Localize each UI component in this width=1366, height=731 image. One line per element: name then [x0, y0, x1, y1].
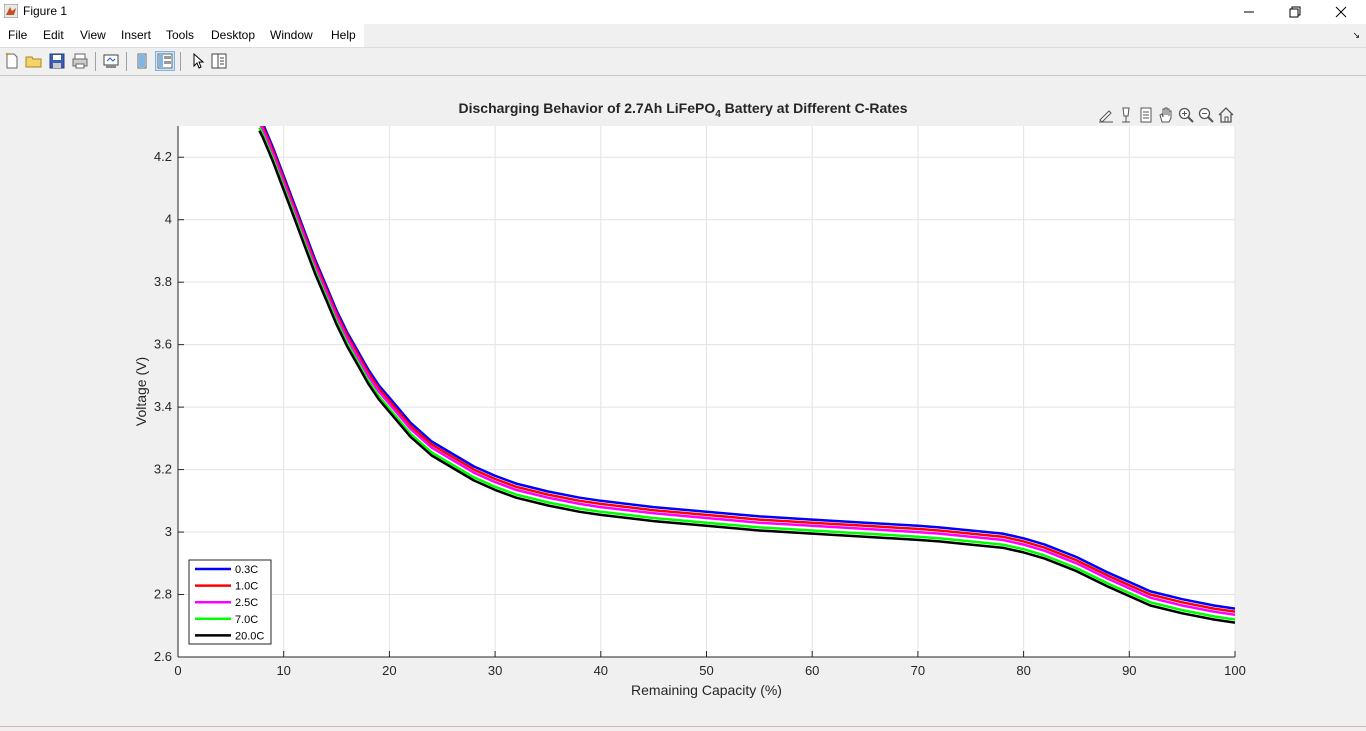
legend[interactable]: 0.3C 1.0C 2.5C 7.0C 20.0C	[188, 559, 272, 645]
menu-desktop[interactable]: Desktop	[211, 28, 256, 42]
window-title: Figure 1	[23, 4, 68, 18]
close-icon	[1335, 6, 1347, 18]
data-tips-icon[interactable]	[1117, 106, 1135, 124]
minimize-button[interactable]	[1226, 0, 1272, 24]
restore-button[interactable]	[1272, 0, 1318, 24]
figure-toolbar	[0, 48, 1366, 76]
x-tick-label: 80	[1016, 663, 1030, 678]
save-icon[interactable]	[48, 52, 66, 70]
axis-ticks: 0 10 20 30 40 50 60 70 80 90 100 2.6 2.8 3 3.2 3.4 3.6 3.…	[154, 149, 1246, 678]
print-icon[interactable]	[71, 52, 89, 70]
y-tick-label: 3.4	[154, 399, 172, 414]
x-tick-label: 40	[594, 663, 608, 678]
plot-title: Discharging Behavior of 2.7Ah LiFePO4 Ba…	[458, 100, 908, 120]
edit-plot-icon[interactable]	[188, 52, 206, 70]
menu-file[interactable]: File	[8, 28, 28, 42]
open-property-inspector-icon[interactable]	[210, 52, 228, 70]
y-tick-label: 2.6	[154, 649, 172, 664]
export-icon[interactable]	[1137, 106, 1155, 124]
close-button[interactable]	[1318, 0, 1364, 24]
series-lines	[258, 126, 1235, 624]
legend-label-0.3C: 0.3C	[235, 564, 258, 576]
restore-view-icon[interactable]	[1217, 106, 1235, 124]
open-file-icon[interactable]	[25, 52, 43, 70]
y-tick-label: 2.8	[154, 587, 172, 602]
y-tick-label: 3.6	[154, 337, 172, 352]
y-tick-label: 3.8	[154, 274, 172, 289]
zoom-in-icon[interactable]	[1177, 106, 1195, 124]
x-tick-label: 50	[699, 663, 713, 678]
x-tick-label: 60	[805, 663, 819, 678]
x-tick-label: 10	[276, 663, 290, 678]
x-tick-label: 70	[911, 663, 925, 678]
y-tick-label: 3	[165, 524, 172, 539]
series-line-20.0C	[258, 130, 1235, 624]
menu-insert[interactable]: Insert	[121, 28, 152, 42]
menu-bar: File Edit View Insert Tools Desktop Wind…	[0, 24, 1366, 48]
menu-tools[interactable]: Tools	[166, 28, 195, 42]
title-bar: Figure 1	[0, 0, 1366, 24]
dock-arrow-icon[interactable]: ↘	[1352, 30, 1360, 40]
x-tick-label: 20	[382, 663, 396, 678]
status-line	[0, 726, 1366, 731]
menu-help[interactable]: Help	[331, 28, 356, 42]
menu-view[interactable]: View	[80, 28, 106, 42]
x-axis-label: Remaining Capacity (%)	[631, 682, 782, 698]
x-tick-label: 0	[174, 663, 181, 678]
show-plot-tools-icon[interactable]	[155, 51, 175, 71]
pan-icon[interactable]	[1157, 106, 1175, 124]
restore-icon	[1289, 6, 1301, 18]
hide-plot-tools-icon[interactable]	[133, 52, 151, 70]
brush-icon[interactable]	[1097, 106, 1115, 124]
legend-label-1.0C: 1.0C	[235, 581, 258, 593]
y-tick-label: 4	[165, 212, 172, 227]
y-tick-label: 3.2	[154, 462, 172, 477]
menu-window[interactable]: Window	[270, 28, 313, 42]
x-tick-label: 100	[1224, 663, 1246, 678]
y-axis-label: Voltage (V)	[133, 357, 149, 426]
series-line-2.5C	[259, 126, 1235, 617]
matlab-icon	[4, 4, 18, 18]
legend-label-2.5C: 2.5C	[235, 597, 258, 609]
legend-label-7.0C: 7.0C	[235, 614, 258, 626]
x-tick-label: 90	[1122, 663, 1136, 678]
minimize-icon	[1244, 11, 1254, 13]
zoom-out-icon[interactable]	[1197, 106, 1215, 124]
link-plot-icon[interactable]	[102, 52, 120, 70]
new-figure-icon[interactable]	[3, 52, 21, 70]
legend-label-20.0C: 20.0C	[235, 630, 264, 642]
plot-area[interactable]: 0 10 20 30 40 50 60 70 80 90 100 2.6 2.8 3 3.2 3.4 3.6 3.…	[0, 76, 1366, 726]
x-tick-label: 30	[488, 663, 502, 678]
menu-edit[interactable]: Edit	[43, 28, 64, 42]
y-tick-label: 4.2	[154, 149, 172, 164]
